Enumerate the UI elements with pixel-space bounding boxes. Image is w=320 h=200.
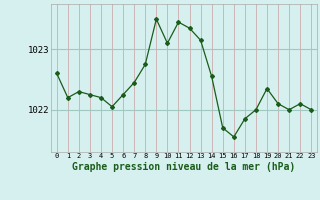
X-axis label: Graphe pression niveau de la mer (hPa): Graphe pression niveau de la mer (hPa) (72, 162, 296, 172)
